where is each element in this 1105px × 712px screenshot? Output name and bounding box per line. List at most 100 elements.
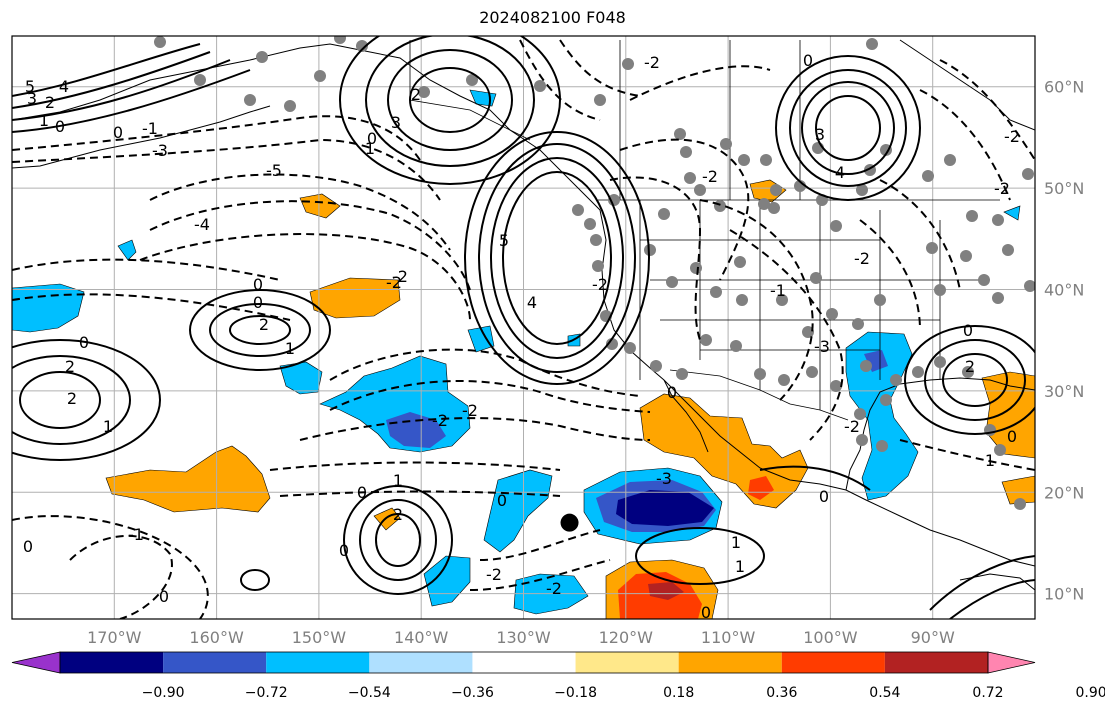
station-dot [734,256,746,268]
station-dot [674,128,686,140]
contour-label: 4 [59,77,69,96]
contour-label: -2 [432,411,448,430]
anomaly-blob-cyan-4 [279,361,323,395]
station-dot [714,200,726,212]
colorbar-tick-label: 0.36 [766,685,797,701]
station-dot [856,184,868,196]
contour-line [329,380,651,413]
contour-label: -2 [462,401,478,420]
contour-label: -4 [194,215,210,234]
anomaly-blob-orange-1 [299,193,341,219]
contour-line [12,43,201,97]
lon-tick-label: 140°W [394,628,449,647]
contour-ring [924,339,1026,421]
station-dot [590,234,602,246]
station-dot [912,366,924,378]
lon-tick-label: 160°W [189,628,244,647]
lat-tick-label: 20°N [1044,483,1084,502]
contour-label: -2 [486,565,502,584]
contour-line [12,138,441,201]
station-dot [760,154,772,166]
station-dot [676,368,688,380]
shaded-anomaly-fields [12,89,1035,619]
station-dot [890,374,902,386]
station-dot [874,294,886,306]
station-dot [810,272,822,284]
station-dot [584,218,596,230]
contour-line [149,200,471,291]
station-dot [284,100,296,112]
anomaly-blob-orange-2 [309,277,401,319]
station-dot [806,366,818,378]
station-dot [572,204,584,216]
map-frame [11,35,1036,620]
country-borders [409,40,1000,421]
station-dot [992,292,1004,304]
contour-label: -2 [644,53,660,72]
contour-ring [12,355,131,445]
contour-line [759,465,871,491]
station-dot [1024,280,1035,292]
colorbar-tick-label: −0.90 [142,685,185,701]
contour-line [329,348,641,397]
contour-label: -2 [702,167,718,186]
colorbar-bin [575,652,679,673]
station-dots [154,36,1035,510]
contour-line [929,555,1035,611]
contour-line [879,179,961,291]
lon-tick-label: 110°W [701,628,756,647]
contour-label: -1 [142,119,158,138]
lon-tick-label: 130°W [496,628,551,647]
contour-line [12,115,421,161]
station-dot [778,374,790,386]
contour-label: -2 [546,579,562,598]
lat-tick-label: 50°N [1044,179,1084,198]
colorbar-bin [369,652,473,673]
station-dot [758,198,770,210]
colorbar-over-extend [987,651,1036,674]
station-dot [860,360,872,372]
station-dot [880,394,892,406]
contour-ring [359,499,437,581]
alaska-coast [12,43,601,211]
contour-label: 0 [339,541,349,560]
station-dot [720,138,732,150]
station-dot [356,40,368,52]
colorbar-bin [678,652,782,673]
contour-label: 4 [527,293,537,312]
station-dot [700,334,712,346]
contour-label: -1 [770,281,786,300]
contour-label: 0 [79,333,89,352]
contour-ring [801,81,895,175]
station-dot [1002,244,1014,256]
contour-labels: 5 43 21 0 0 -1-3-5-400210221-2013254-2034-2-1… [23,51,1020,619]
contour-line [729,229,844,441]
contour-label: 0 [803,51,813,70]
colorbar-bin [266,652,370,673]
lon-tick-label: 90°W [911,628,955,647]
contour-ring [19,371,101,429]
station-dot [666,276,678,288]
station-dot [650,360,662,372]
contour-label: 5 [25,77,35,96]
station-dot [944,154,956,166]
contour-label: 1 [731,533,741,552]
station-dot [826,308,838,320]
colorbar-under-extend [11,651,61,674]
contour-label: 4 [835,163,845,182]
anomaly-blob-cyan-10 [483,469,553,553]
lat-tick-label: 10°N [1044,585,1084,604]
contour-label: 1 [985,451,995,470]
contour-label: -2 [592,275,608,294]
colorbar: −0.90 −0.72 −0.54 −0.36 −0.18 0.18 0.36 0.54 0.7… [11,651,1105,701]
map-title: 2024082100 F048 [479,8,626,27]
gulf-coast [845,377,1035,491]
lon-tick-label: 150°W [292,628,347,647]
contour-label: -2 [386,273,402,292]
contour-ring [12,339,161,461]
station-dot [154,36,166,48]
contour-line [12,69,251,133]
contour-label: 0 [497,491,507,510]
contour-line [519,39,601,121]
contour-label: 2 [45,93,55,112]
